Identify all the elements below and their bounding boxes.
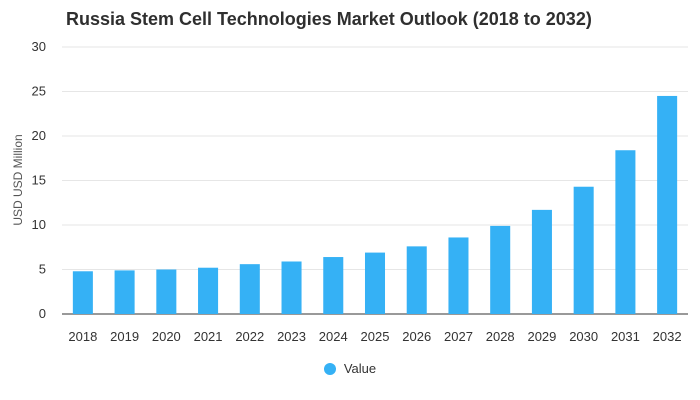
y-tick-label: 10 <box>32 217 46 232</box>
legend-marker <box>323 362 336 375</box>
x-tick-label: 2023 <box>277 329 306 344</box>
legend-label: Value <box>343 361 377 376</box>
legend: Value <box>0 361 700 376</box>
x-tick-label: 2030 <box>569 329 598 344</box>
chart-title: Russia Stem Cell Technologies Market Out… <box>66 9 592 29</box>
bar-2029 <box>531 209 552 314</box>
x-tick-label: 2024 <box>319 329 348 344</box>
y-tick-label: 0 <box>39 306 46 321</box>
x-tick-label: 2032 <box>653 329 682 344</box>
x-tick-label: 2025 <box>361 329 390 344</box>
y-tick-label: 15 <box>32 173 46 188</box>
x-tick-label: 2026 <box>402 329 431 344</box>
y-tick-label: 20 <box>32 128 46 143</box>
y-axis-tick-labels: 0 5 10 15 20 25 30 <box>32 39 46 321</box>
y-tick-label: 25 <box>32 84 46 99</box>
bar-2026 <box>406 246 427 314</box>
bar-2018 <box>72 271 93 314</box>
bar-2028 <box>490 225 511 314</box>
x-tick-label: 2022 <box>235 329 264 344</box>
x-tick-label: 2020 <box>152 329 181 344</box>
x-tick-label: 2029 <box>527 329 556 344</box>
y-tick-label: 5 <box>39 262 46 277</box>
y-axis-label: USD USD Million <box>11 134 25 225</box>
bar-2021 <box>198 267 219 314</box>
bar-2027 <box>448 237 469 314</box>
bar-2031 <box>615 150 636 314</box>
x-tick-label: 2027 <box>444 329 473 344</box>
bar-2024 <box>323 257 344 314</box>
x-tick-label: 2019 <box>110 329 139 344</box>
x-tick-label: 2031 <box>611 329 640 344</box>
bar-2030 <box>573 186 594 314</box>
x-tick-label: 2021 <box>194 329 223 344</box>
bar-2019 <box>114 270 135 314</box>
x-tick-label: 2028 <box>486 329 515 344</box>
y-tick-label: 30 <box>32 39 46 54</box>
bar-2025 <box>364 252 386 314</box>
bars <box>72 95 678 314</box>
x-axis-tick-labels: 2018 2019 2020 2021 2022 2023 2024 2025 2026 2027… <box>68 329 681 344</box>
bar-2023 <box>281 261 302 314</box>
x-tick-label: 2018 <box>68 329 97 344</box>
bar-2020 <box>156 269 177 314</box>
bar-2022 <box>239 264 260 314</box>
bar-2032 <box>657 95 678 314</box>
